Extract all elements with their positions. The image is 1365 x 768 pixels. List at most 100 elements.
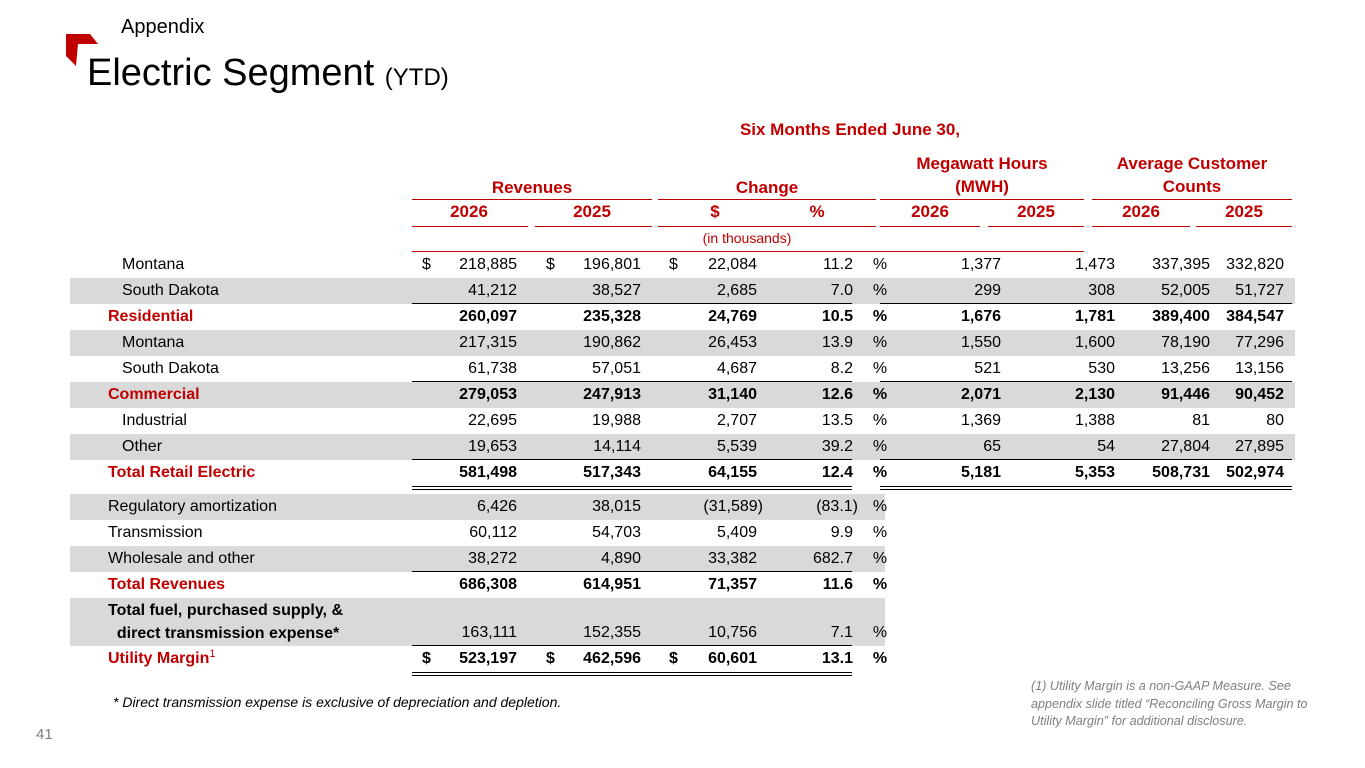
- slide-title: Electric Segment (YTD): [87, 52, 449, 94]
- dollar-sign: $: [422, 650, 431, 667]
- revenue-2025: 152,355: [583, 624, 641, 641]
- dollar-sign: $: [669, 650, 678, 667]
- revenue-2025: 462,596: [583, 650, 641, 667]
- units-rule: [412, 251, 1084, 252]
- pct-sign: %: [872, 464, 888, 481]
- table-row: Transmission 60,112 54,703 5,409 9.9 %: [70, 520, 887, 546]
- pct-sign: %: [872, 308, 888, 325]
- revenue-2026: 217,315: [459, 334, 517, 351]
- table-row: Montana 217,315 190,862 26,453 13.9 % 1,…: [70, 330, 1295, 356]
- change-pct: 8.2: [830, 360, 853, 377]
- row-label: Industrial: [122, 412, 187, 429]
- revenue-2025: 614,951: [583, 576, 641, 593]
- col-change-dollar: $: [710, 202, 720, 221]
- change-pct: 9.9: [830, 524, 853, 541]
- revenue-2026: 61,738: [468, 360, 517, 377]
- pct-sign: %: [872, 334, 888, 351]
- pct-sign: %: [872, 498, 888, 515]
- customers-2025: 384,547: [1226, 308, 1284, 325]
- customers-2026: 13,256: [1161, 360, 1210, 377]
- revenue-2026: 686,308: [459, 576, 517, 593]
- change-dollar: 22,084: [708, 256, 757, 273]
- change-pct: 11.2: [823, 256, 853, 273]
- year-rule-mwh25: [988, 226, 1084, 227]
- change-dollar: (31,589): [703, 498, 763, 515]
- change-dollar: 2,685: [716, 282, 757, 299]
- change-pct: 13.5: [821, 412, 853, 429]
- change-pct: 12.4: [821, 464, 853, 481]
- customers-2026: 337,395: [1152, 256, 1210, 273]
- customers-2025: 80: [1266, 412, 1284, 429]
- customers-2026: 78,190: [1161, 334, 1210, 351]
- pct-sign: %: [872, 282, 888, 299]
- revenue-2025: 4,890: [600, 550, 641, 567]
- year-rule-rev25: [535, 226, 652, 227]
- subtotal-rule: [412, 303, 852, 304]
- change-dollar: 33,382: [708, 550, 757, 567]
- table-row: Montana $ 218,885 $ 196,801 $ 22,084 11.…: [70, 252, 1295, 278]
- revenue-2026: 6,426: [476, 498, 517, 515]
- mwh-header-rule: [880, 199, 1084, 200]
- row-label: Montana: [122, 256, 185, 273]
- customers-2025: 13,156: [1235, 360, 1284, 377]
- dollar-sign: $: [422, 256, 431, 273]
- row-label: Total fuel, purchased supply, & direct t…: [108, 602, 343, 642]
- pct-sign: %: [872, 650, 888, 667]
- change-pct: 39.2: [821, 438, 853, 455]
- table-row: Total Retail Electric 581,498 517,343 64…: [70, 460, 1295, 486]
- customers-2025: 502,974: [1226, 464, 1284, 481]
- year-rule-rev26: [412, 226, 528, 227]
- subtotal-rule: [880, 381, 1292, 382]
- mwh-2025: 1,600: [1074, 334, 1115, 351]
- change-dollar: 10,756: [708, 624, 757, 641]
- mwh-2025: 5,353: [1074, 464, 1115, 481]
- table-row: South Dakota 61,738 57,051 4,687 8.2 % 5…: [70, 356, 1295, 382]
- row-label: Wholesale and other: [108, 550, 255, 567]
- col-revenues-2025: 2025: [573, 202, 611, 221]
- mwh-2025: 308: [1088, 282, 1115, 299]
- change-dollar: 71,357: [708, 576, 757, 593]
- year-rule-cust26: [1092, 226, 1190, 227]
- table-row: Commercial 279,053 247,913 31,140 12.6 %…: [70, 382, 1295, 408]
- customers-2026: 508,731: [1152, 464, 1210, 481]
- revenue-2025: 196,801: [583, 256, 641, 273]
- revenue-2025: 19,988: [592, 412, 641, 429]
- row-label: Total Retail Electric: [108, 464, 256, 481]
- change-dollar: 31,140: [708, 386, 757, 403]
- row-label: Regulatory amortization: [108, 498, 277, 515]
- change-pct: 10.5: [821, 308, 853, 325]
- customers-header-rule: [1092, 199, 1292, 200]
- brand-logo-icon: [66, 34, 98, 66]
- pct-sign: %: [872, 550, 888, 567]
- change-dollar: 2,707: [716, 412, 757, 429]
- revenue-2025: 57,051: [592, 360, 641, 377]
- row-label: South Dakota: [122, 360, 219, 377]
- mwh-2026: 1,377: [960, 256, 1001, 273]
- revenue-2026: 218,885: [459, 256, 517, 273]
- mwh-2026: 2,071: [960, 386, 1001, 403]
- row-label: Other: [122, 438, 163, 455]
- mwh-2025: 54: [1097, 438, 1115, 455]
- change-dollar: 24,769: [708, 308, 757, 325]
- customers-2026: 81: [1192, 412, 1210, 429]
- change-pct: 12.6: [821, 386, 853, 403]
- change-dollar: 5,409: [716, 524, 757, 541]
- col-revenues-2026: 2026: [450, 202, 488, 221]
- col-customers-2026: 2026: [1122, 202, 1160, 221]
- subtotal-rule: [412, 571, 852, 572]
- mwh-2026: 65: [983, 438, 1001, 455]
- mwh-header: Megawatt Hours (MWH): [916, 154, 1048, 196]
- customers-2026: 27,804: [1161, 438, 1210, 455]
- mwh-2025: 530: [1088, 360, 1115, 377]
- row-label: Total Revenues: [108, 576, 226, 593]
- mwh-2026: 1,369: [960, 412, 1001, 429]
- pct-sign: %: [872, 524, 888, 541]
- units-note: (in thousands): [702, 230, 792, 246]
- customers-2025: 77,296: [1235, 334, 1284, 351]
- change-header-rule: [658, 199, 876, 200]
- customers-2026: 91,446: [1161, 386, 1210, 403]
- change-pct: 13.1: [821, 650, 853, 667]
- revenue-2026: 260,097: [459, 308, 517, 325]
- change-pct: 7.0: [830, 282, 853, 299]
- dollar-sign: $: [669, 256, 678, 273]
